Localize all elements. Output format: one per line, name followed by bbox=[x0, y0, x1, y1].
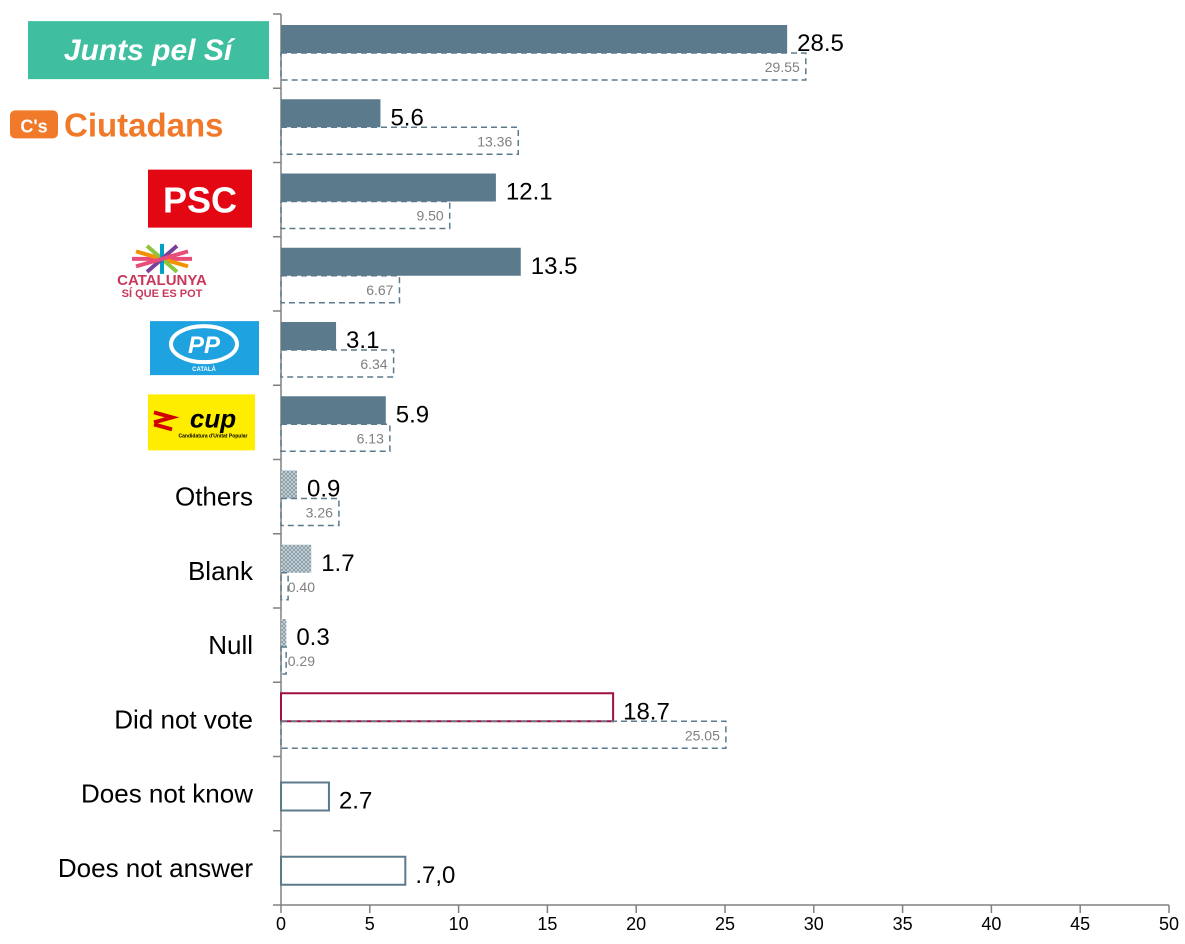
ciutadans-logo: C's Ciutadans bbox=[10, 106, 224, 143]
x-tick-label: 45 bbox=[1070, 914, 1090, 934]
category-label: Does not answer bbox=[58, 853, 253, 883]
previous-bar bbox=[280, 720, 727, 749]
category-label: Did not vote bbox=[114, 704, 253, 734]
bar bbox=[280, 692, 615, 723]
bar bbox=[281, 322, 337, 350]
previous-value-label: 9.50 bbox=[416, 208, 443, 224]
psc-logo-bg bbox=[148, 169, 252, 228]
junts-pel-si-logo-text: Junts pel Sí bbox=[64, 34, 236, 67]
catalunya-logo-subtext: SÍ QUE ES POT bbox=[122, 287, 203, 300]
x-tick-label: 0 bbox=[276, 914, 286, 934]
pp-logo-ring bbox=[169, 324, 239, 365]
cup-logo-bg bbox=[148, 394, 255, 451]
value-label: 1.7 bbox=[321, 550, 354, 577]
pp-logo-subtext: CATALÀ bbox=[192, 366, 216, 373]
x-tick-label: 5 bbox=[365, 914, 375, 934]
previous-bar bbox=[280, 52, 807, 81]
cup-logo-text: cup bbox=[190, 403, 236, 433]
bar bbox=[280, 781, 330, 812]
previous-bar bbox=[280, 646, 287, 675]
category-label: Others bbox=[175, 482, 253, 512]
previous-bar bbox=[280, 423, 391, 452]
junts-pel-si-logo: Junts pel Sí bbox=[28, 21, 269, 80]
cup-logo-subtext: Candidatura d'Unitat Popular bbox=[179, 433, 248, 439]
value-label: .7,0 bbox=[415, 862, 455, 889]
previous-bar bbox=[280, 126, 520, 155]
previous-value-label: 6.34 bbox=[360, 356, 387, 372]
x-tick-label: 15 bbox=[537, 914, 557, 934]
x-tick-label: 20 bbox=[626, 914, 646, 934]
pp-logo-bg bbox=[150, 321, 259, 376]
x-tick-label: 40 bbox=[981, 914, 1001, 934]
x-tick-label: 25 bbox=[715, 914, 735, 934]
pp-logo-text: PP bbox=[188, 332, 221, 359]
previous-value-label: 3.26 bbox=[306, 505, 333, 521]
x-tick-label: 30 bbox=[804, 914, 824, 934]
previous-value-label: 0.40 bbox=[288, 579, 315, 595]
bar bbox=[281, 544, 312, 573]
pp-logo: PP CATALÀ bbox=[150, 321, 259, 376]
previous-bar bbox=[280, 349, 395, 378]
bar bbox=[281, 396, 386, 425]
catalunya-logo-text: CATALUNYA bbox=[117, 272, 207, 289]
catalunya-logo-ray bbox=[135, 249, 189, 269]
category-label: Blank bbox=[188, 556, 254, 586]
value-label: 2.7 bbox=[339, 788, 372, 815]
psc-logo: PSC bbox=[148, 169, 252, 228]
bar bbox=[281, 619, 287, 647]
previous-value-label: 0.29 bbox=[288, 653, 315, 669]
previous-value-label: 29.55 bbox=[765, 59, 800, 75]
previous-value-label: 25.05 bbox=[685, 727, 720, 743]
previous-value-label: 6.67 bbox=[366, 282, 393, 298]
category-label: Does not know bbox=[81, 779, 253, 809]
x-tick-label: 35 bbox=[893, 914, 913, 934]
previous-value-label: 6.13 bbox=[357, 430, 384, 446]
bar bbox=[281, 247, 521, 276]
ciutadans-logo-text: Ciutadans bbox=[64, 106, 224, 143]
x-tick-label: 10 bbox=[449, 914, 469, 934]
previous-bar bbox=[280, 572, 289, 601]
previous-bar bbox=[280, 200, 451, 230]
bar bbox=[281, 173, 496, 202]
bar bbox=[281, 470, 297, 499]
ciutadans-logo-badge-text: C's bbox=[20, 116, 47, 136]
bar bbox=[281, 99, 381, 128]
cup-logo-arrow bbox=[153, 410, 180, 432]
value-label: 13.5 bbox=[531, 253, 578, 280]
ciutadans-logo-badge bbox=[10, 110, 58, 139]
previous-bar bbox=[280, 275, 401, 304]
value-label: 12.1 bbox=[506, 179, 553, 206]
value-label: 0.3 bbox=[296, 624, 329, 651]
bar bbox=[281, 25, 788, 53]
junts-pel-si-logo-bg bbox=[28, 21, 269, 80]
x-tick-label: 50 bbox=[1159, 914, 1179, 934]
category-label: Null bbox=[208, 630, 253, 660]
previous-bar bbox=[280, 497, 340, 527]
psc-logo-text: PSC bbox=[163, 180, 237, 221]
bar bbox=[280, 855, 407, 886]
previous-value-label: 13.36 bbox=[477, 133, 512, 149]
value-label: 5.9 bbox=[396, 401, 429, 428]
